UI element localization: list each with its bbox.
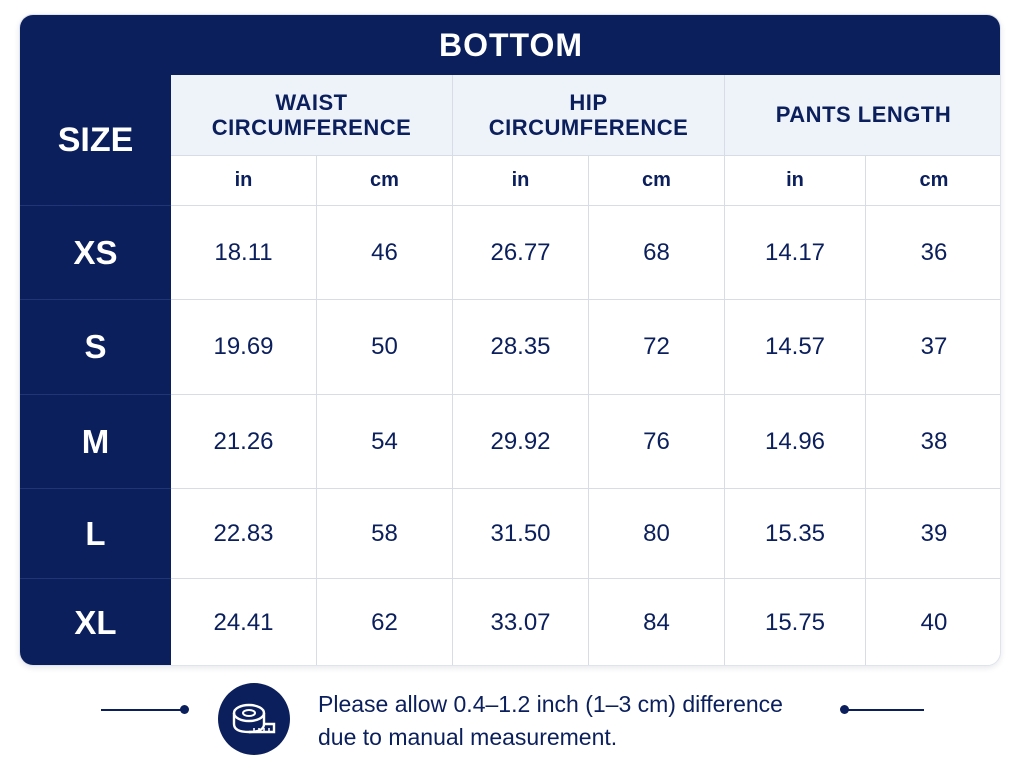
unit-hip-in: in <box>453 156 589 206</box>
unit-length-in: in <box>725 156 866 206</box>
chart-title: BOTTOM <box>20 15 1000 75</box>
cell-l-length-cm: 39 <box>866 489 1000 579</box>
size-label-s: S <box>20 300 171 395</box>
note-line1: Please allow 0.4–1.2 inch (1–3 cm) diffe… <box>318 691 783 717</box>
cell-m-hip-cm: 76 <box>589 395 725 489</box>
cell-xs-waist-cm: 46 <box>317 206 453 300</box>
cell-s-length-in: 14.57 <box>725 300 866 395</box>
cell-xs-waist-in: 18.11 <box>171 206 317 300</box>
waist-circumference-header: WAIST CIRCUMFERENCE <box>171 75 453 156</box>
cell-xl-length-cm: 40 <box>866 579 1000 665</box>
cell-s-waist-cm: 50 <box>317 300 453 395</box>
left-divider-line <box>101 709 183 711</box>
right-divider-dot <box>840 705 849 714</box>
cell-m-hip-in: 29.92 <box>453 395 589 489</box>
cell-xs-length-in: 14.17 <box>725 206 866 300</box>
cell-l-hip-in: 31.50 <box>453 489 589 579</box>
unit-waist-in: in <box>171 156 317 206</box>
measuring-tape-icon <box>218 683 290 755</box>
cell-l-length-in: 15.35 <box>725 489 866 579</box>
waist-header-line1: WAIST <box>275 89 348 115</box>
cell-l-waist-cm: 58 <box>317 489 453 579</box>
size-label-xs: XS <box>20 206 171 300</box>
size-header: SIZE <box>20 75 171 206</box>
cell-m-waist-cm: 54 <box>317 395 453 489</box>
size-label-l: L <box>20 489 171 579</box>
hip-header-line1: HIP <box>569 89 608 115</box>
measurement-note: Please allow 0.4–1.2 inch (1–3 cm) diffe… <box>318 688 838 754</box>
cell-s-hip-cm: 72 <box>589 300 725 395</box>
cell-s-waist-in: 19.69 <box>171 300 317 395</box>
cell-l-hip-cm: 80 <box>589 489 725 579</box>
left-divider-dot <box>180 705 189 714</box>
cell-m-length-cm: 38 <box>866 395 1000 489</box>
unit-waist-cm: cm <box>317 156 453 206</box>
size-label-m: M <box>20 395 171 489</box>
waist-header-line2: CIRCUMFERENCE <box>211 115 412 140</box>
unit-hip-cm: cm <box>589 156 725 206</box>
cell-xs-length-cm: 36 <box>866 206 1000 300</box>
cell-xl-hip-in: 33.07 <box>453 579 589 665</box>
cell-xl-length-in: 15.75 <box>725 579 866 665</box>
pants-header-line1: PANTS LENGTH <box>775 102 952 128</box>
pants-length-header: PANTS LENGTH <box>725 75 1000 156</box>
note-line2: due to manual measurement. <box>318 724 618 750</box>
cell-xs-hip-cm: 68 <box>589 206 725 300</box>
size-label-xl: XL <box>74 604 117 641</box>
cell-s-hip-in: 28.35 <box>453 300 589 395</box>
right-divider-line <box>846 709 924 711</box>
cell-xs-hip-in: 26.77 <box>453 206 589 300</box>
cell-xl-waist-in: 24.41 <box>171 579 317 665</box>
cell-m-length-in: 14.96 <box>725 395 866 489</box>
cell-xl-waist-cm: 62 <box>317 579 453 665</box>
size-column: SIZE XS S M L XL <box>20 75 171 665</box>
hip-header-line2: CIRCUMFERENCE <box>488 115 689 140</box>
size-chart-card: BOTTOM SIZE XS S M L XL WAIST CIRCUMFERE… <box>19 14 1001 666</box>
cell-m-waist-in: 21.26 <box>171 395 317 489</box>
hip-circumference-header: HIP CIRCUMFERENCE <box>453 75 725 156</box>
cell-l-waist-in: 22.83 <box>171 489 317 579</box>
unit-length-cm: cm <box>866 156 1000 206</box>
cell-xl-hip-cm: 84 <box>589 579 725 665</box>
cell-s-length-cm: 37 <box>866 300 1000 395</box>
